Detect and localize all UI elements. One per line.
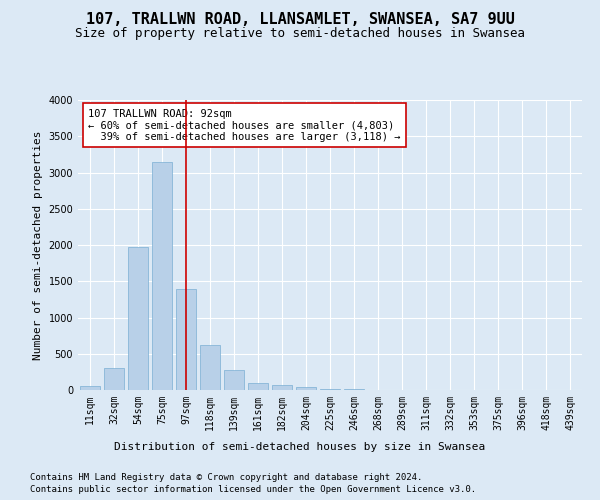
Text: Distribution of semi-detached houses by size in Swansea: Distribution of semi-detached houses by …: [115, 442, 485, 452]
Text: Contains public sector information licensed under the Open Government Licence v3: Contains public sector information licen…: [30, 485, 476, 494]
Bar: [272, 385, 292, 390]
Bar: [152, 162, 172, 390]
Bar: [176, 289, 196, 390]
Text: Size of property relative to semi-detached houses in Swansea: Size of property relative to semi-detach…: [75, 28, 525, 40]
Bar: [248, 383, 268, 390]
Bar: [200, 344, 220, 390]
Text: 107 TRALLWN ROAD: 92sqm
← 60% of semi-detached houses are smaller (4,803)
  39% : 107 TRALLWN ROAD: 92sqm ← 60% of semi-de…: [88, 108, 401, 142]
Text: 107, TRALLWN ROAD, LLANSAMLET, SWANSEA, SA7 9UU: 107, TRALLWN ROAD, LLANSAMLET, SWANSEA, …: [86, 12, 514, 28]
Bar: [224, 370, 244, 390]
Bar: [296, 386, 316, 390]
Bar: [128, 247, 148, 390]
Bar: [80, 386, 100, 390]
Text: Contains HM Land Registry data © Crown copyright and database right 2024.: Contains HM Land Registry data © Crown c…: [30, 472, 422, 482]
Y-axis label: Number of semi-detached properties: Number of semi-detached properties: [33, 130, 43, 360]
Bar: [104, 368, 124, 390]
Bar: [320, 388, 340, 390]
